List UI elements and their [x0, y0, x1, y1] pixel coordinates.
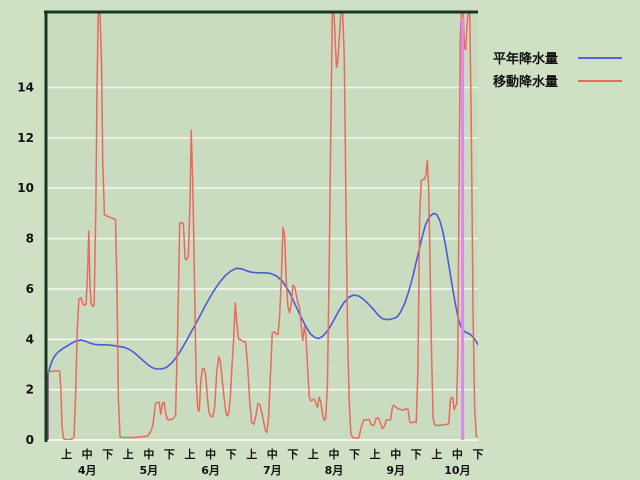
x-period-label: 上 — [123, 447, 134, 461]
x-period-label: 下 — [473, 448, 484, 461]
y-tick-label: 10 — [17, 181, 34, 195]
x-period-label: 中 — [452, 447, 463, 461]
y-tick-label: 12 — [17, 131, 34, 145]
x-period-label: 中 — [390, 447, 401, 461]
x-period-label: 下 — [102, 448, 113, 461]
x-axis-month-labels: 4月 5月 6月 7月 8月 9月 10月 — [78, 464, 471, 477]
x-period-label: 下 — [349, 448, 360, 461]
plot-frame — [44, 10, 478, 442]
x-period-label: 上 — [185, 447, 196, 461]
y-tick-label: 2 — [26, 383, 34, 397]
y-tick-label: 4 — [26, 332, 34, 346]
x-month-label: 10月 — [444, 464, 470, 477]
x-period-label: 中 — [329, 447, 340, 461]
series-layer — [46, 12, 478, 440]
x-month-label: 9月 — [386, 464, 405, 477]
legend-moving-precipitation-label: 移動降水量 — [493, 74, 558, 90]
x-period-label: 下 — [164, 448, 175, 461]
x-month-label: 4月 — [78, 464, 97, 477]
series-line-normal — [46, 212, 478, 382]
x-period-label: 下 — [226, 448, 237, 461]
y-tick-label: 6 — [26, 282, 34, 296]
x-period-label: 中 — [205, 447, 216, 461]
x-period-label: 上 — [370, 447, 381, 461]
x-period-label: 上 — [308, 447, 319, 461]
x-month-label: 7月 — [263, 464, 282, 477]
x-period-label: 上 — [61, 447, 72, 461]
x-period-label: 下 — [411, 448, 422, 461]
y-axis-labels: 0 2 4 6 8 10 12 14 — [17, 81, 34, 447]
x-period-label: 下 — [287, 448, 298, 461]
x-period-label: 上 — [431, 447, 442, 461]
x-month-label: 6月 — [201, 464, 220, 477]
x-month-label: 5月 — [140, 464, 159, 477]
x-period-label: 上 — [246, 447, 257, 461]
plot-background — [46, 12, 478, 440]
x-period-label: 中 — [267, 447, 278, 461]
x-month-label: 8月 — [325, 464, 344, 477]
legend-normal-precipitation-label: 平年降水量 — [493, 51, 558, 67]
x-axis-labels: 上中下上中下上中下上中下上中下上中下上中下 — [61, 447, 483, 461]
series-line-moving — [46, 12, 478, 440]
y-tick-label: 14 — [17, 81, 34, 95]
y-tick-label: 0 — [26, 433, 34, 447]
x-period-label: 中 — [82, 447, 93, 461]
x-period-label: 中 — [143, 447, 154, 461]
y-tick-label: 8 — [26, 232, 34, 246]
